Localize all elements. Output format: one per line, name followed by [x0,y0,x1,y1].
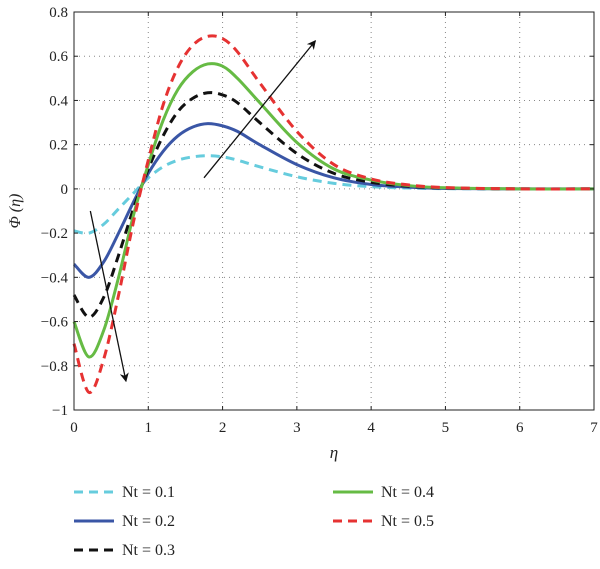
y-tick-label: −0.4 [41,270,69,286]
series-lines [72,34,595,394]
trend-arrow-2 [203,40,317,179]
y-tick-label: 0.4 [49,93,68,109]
legend-label: Nt = 0.4 [381,484,434,501]
y-tick-label: −1 [52,403,68,419]
y-tick-label: −0.8 [41,359,68,375]
y-tick-label: 0.2 [49,138,68,154]
legend-label: Nt = 0.3 [122,542,175,559]
x-tick-label: 3 [293,420,301,436]
legend: Nt = 0.1 Nt = 0.2 Nt = 0.3 Nt = 0.4 Nt = 0.5 [74,484,434,559]
series-line-3 [72,91,595,319]
y-axis-label: Φ (η) [7,194,24,229]
x-tick-label: 0 [70,420,78,436]
y-tick-label: −0.6 [41,315,69,331]
x-tick-label: 4 [367,420,375,436]
grid [74,12,594,410]
legend-label: Nt = 0.5 [381,513,434,530]
x-axis-label: η [330,443,338,462]
x-tick-label: 1 [145,420,153,436]
legend-item: Nt = 0.2 [74,513,175,530]
y-tick-label: 0.8 [49,5,68,21]
legend-label: Nt = 0.2 [122,513,175,530]
y-tick-label: −0.2 [41,226,68,242]
x-tick-label: 2 [219,420,227,436]
x-tick-label: 7 [590,420,598,436]
legend-item: Nt = 0.5 [333,513,434,530]
y-tick-label: 0.6 [49,49,68,65]
trend-arrow-1 [89,210,129,383]
plot-frame [73,11,595,411]
axis-ticks: 0 1 2 3 4 5 6 7 −1 −0.8 −0.6 −0.4 −0.2 0 0.2 0.4 0.6 0.8 [41,5,598,436]
x-tick-label: 6 [516,420,524,436]
annotations [89,40,317,383]
y-tick-label: 0 [61,182,69,198]
legend-label: Nt = 0.1 [122,484,175,501]
series-line-5 [72,34,595,394]
legend-item: Nt = 0.3 [74,542,175,559]
legend-item: Nt = 0.4 [333,484,434,501]
x-tick-label: 5 [442,420,450,436]
legend-item: Nt = 0.1 [74,484,175,501]
series-line-4 [72,62,595,359]
